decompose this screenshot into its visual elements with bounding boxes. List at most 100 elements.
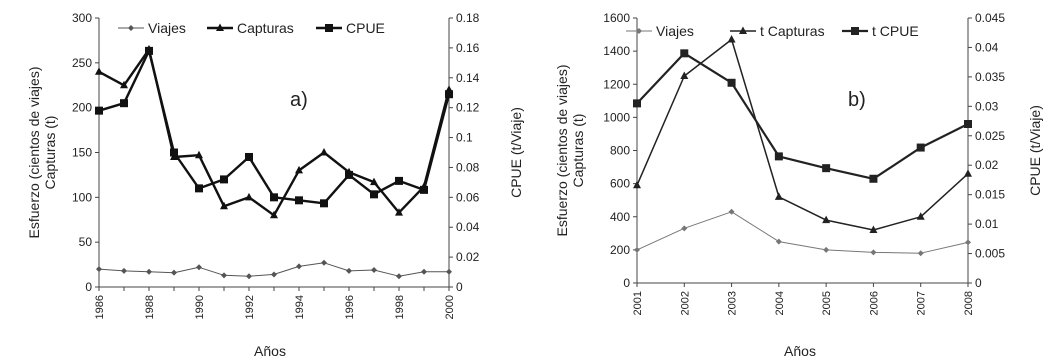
data-point [295,165,303,174]
data-point [870,249,877,256]
right-tick-label: 0 [456,280,463,294]
data-point [420,185,428,194]
data-point [95,106,103,115]
data-point [145,46,153,55]
data-point [270,210,278,219]
series-viajes [634,208,971,257]
right-tick-label: 0.025 [975,129,1005,143]
x-axis-title: Años [784,343,816,359]
data-point [822,164,831,173]
left-tick-label: 1600 [603,11,630,25]
x-tick-label: 1996 [344,295,356,319]
data-point [634,246,640,253]
x-tick-label: 2004 [774,291,786,315]
data-point [965,239,971,246]
legend-marker [325,24,333,32]
legend-marker [128,25,134,31]
data-point [96,266,102,273]
legend-marker [216,23,224,31]
data-point [727,35,736,43]
x-tick-label: 1988 [144,295,156,319]
legend-label: Capturas [237,20,294,36]
right-tick-label: 0 [975,276,982,290]
left-axis-title: Esfuerzo (cientos de viajes)Capturas (t) [554,65,586,237]
data-point [246,273,252,280]
series-cpue [95,46,453,208]
data-point [395,176,403,185]
series-capturas [95,44,453,219]
data-point [195,184,203,193]
data-point [916,212,925,220]
legend-marker [739,26,747,34]
data-point [321,259,327,266]
data-point [728,208,735,215]
x-tick-label: 2003 [727,291,739,315]
right-tick-label: 0.04 [456,220,480,234]
data-point [775,238,782,245]
legend-item: Viajes [626,23,694,39]
right-tick-label: 0.12 [456,101,480,115]
legend-item: t Capturas [730,23,825,39]
data-point [220,175,228,184]
left-tick-label: 200 [72,101,92,115]
panel-label: b) [848,89,866,111]
data-point [295,196,303,205]
x-axis-title: Años [254,343,286,359]
left-axis-title-line: Capturas (t) [42,116,58,190]
left-tick-label: 50 [79,235,93,249]
legend-label: t Capturas [760,23,825,39]
chart-panel-1: 0 50 100 150 200 250 300 0 0.02 0.04 0.06 0.08 0.1 0.… [26,11,524,359]
data-point [421,268,427,275]
data-point [680,71,689,79]
left-tick-label: 250 [72,56,92,70]
data-point [396,273,402,280]
data-point [320,199,328,208]
data-point [916,143,925,152]
left-axis-title-line: Esfuerzo (cientos de viajes) [554,65,570,237]
left-tick-label: 1400 [603,44,630,58]
x-tick-label: 2000 [444,295,456,319]
left-tick-label: 800 [610,144,630,158]
right-tick-label: 0.06 [456,190,480,204]
right-tick-label: 0.18 [456,11,480,25]
series-viajes [96,259,452,280]
data-point [774,152,783,161]
data-point [170,148,178,157]
data-point [370,190,378,199]
data-point [869,174,878,183]
panel-label: a) [290,89,308,111]
data-point [823,246,830,253]
data-point [121,267,127,274]
right-tick-label: 0.02 [975,158,999,172]
legend-label: CPUE [346,20,385,36]
x-tick-label: 2007 [916,291,928,315]
left-tick-label: 0 [85,280,92,294]
data-point [245,192,253,201]
data-point [370,177,378,186]
right-tick-label: 0.035 [975,70,1005,84]
right-tick-label: 0.02 [456,250,480,264]
x-tick-label: 2001 [632,291,644,315]
data-point [446,268,452,275]
x-tick-label: 1986 [94,295,106,319]
left-tick-label: 300 [72,11,92,25]
left-tick-label: 1000 [603,110,630,124]
data-point [371,266,377,273]
x-tick-label: 1998 [394,295,406,319]
right-axis-title: CPUE (t/Viaje) [1027,105,1043,196]
data-point [917,250,924,257]
right-tick-label: 0.16 [456,41,480,55]
data-point [395,208,403,216]
data-point [345,170,353,179]
series-line [636,211,969,254]
data-point [220,201,228,210]
x-tick-label: 2002 [679,291,691,315]
data-point [633,180,641,189]
left-tick-label: 200 [610,243,630,257]
series-t-capturas [633,35,972,233]
legend-item: CPUE [316,20,385,36]
legend-item: Viajes [118,20,186,36]
left-axis-title-line: Esfuerzo (cientos de viajes) [26,67,42,239]
data-point [120,80,128,89]
